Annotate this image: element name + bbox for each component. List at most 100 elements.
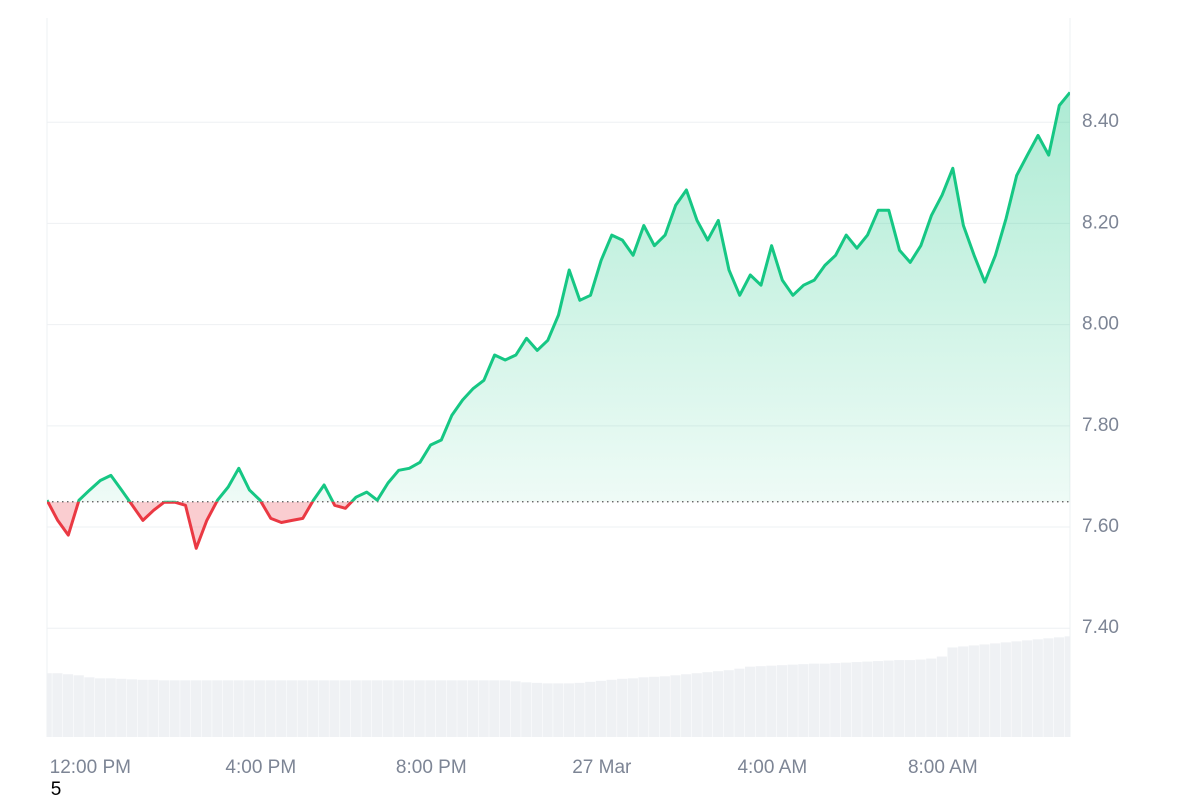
- y-tick-label: 8.40: [1082, 111, 1119, 132]
- volume-bar: [926, 658, 937, 737]
- volume-bar: [425, 680, 436, 737]
- volume-bar: [958, 646, 969, 737]
- volume-bar: [574, 682, 585, 737]
- volume-bar: [62, 674, 74, 737]
- x-tick-label: 27 Mar: [572, 757, 632, 778]
- volume-bar: [244, 680, 255, 737]
- volume-bar: [1022, 640, 1033, 737]
- volume-bar: [414, 680, 425, 737]
- volume-bar: [979, 644, 990, 737]
- volume-bar: [84, 677, 95, 737]
- volume-bar: [435, 680, 447, 737]
- y-tick-label: 7.80: [1082, 415, 1119, 436]
- volume-bar: [286, 680, 297, 737]
- volume-bar: [467, 680, 479, 737]
- x-tick-label: 8:00 PM: [396, 757, 467, 778]
- volume-bar: [510, 681, 521, 737]
- volume-bar: [563, 683, 574, 737]
- volume-bar: [372, 680, 383, 737]
- volume-bar: [840, 662, 852, 737]
- volume-bar: [137, 679, 148, 737]
- volume-bar: [872, 661, 884, 737]
- x-tick-label: 12:00 PM: [50, 757, 131, 778]
- volume-bar: [894, 660, 905, 737]
- volume-bar: [521, 682, 532, 737]
- y-tick-label: 7.60: [1082, 516, 1119, 537]
- volume-bar: [126, 679, 138, 737]
- volume-bar: [851, 662, 862, 737]
- volume-bar: [499, 680, 511, 737]
- y-tick-label: 8.00: [1082, 314, 1119, 335]
- volume-bar: [1011, 641, 1022, 737]
- volume-bar: [457, 680, 468, 737]
- volume-bar: [393, 680, 404, 737]
- note: 5: [51, 779, 62, 800]
- area-up: [47, 92, 1070, 502]
- volume-bar: [212, 680, 223, 737]
- volume-bar: [798, 664, 809, 737]
- volume-bar: [862, 661, 873, 737]
- volume-bar: [670, 675, 681, 737]
- volume-bar: [990, 643, 1001, 737]
- volume-bar: [883, 660, 894, 737]
- volume-bar: [830, 663, 841, 737]
- volume-bar: [787, 664, 798, 737]
- volume-bar: [649, 676, 660, 737]
- volume-bar: [1054, 637, 1065, 737]
- x-tick-label: 4:00 AM: [737, 757, 807, 778]
- volume-bar: [755, 666, 766, 737]
- volume-bar: [340, 680, 351, 737]
- volume-bar: [627, 678, 638, 737]
- volume-bar: [1064, 636, 1070, 737]
- volume-bar: [723, 670, 734, 737]
- volume-bar: [308, 680, 319, 737]
- volume-bar: [158, 680, 170, 737]
- volume-bar: [105, 678, 116, 737]
- volume-bar: [489, 680, 500, 737]
- volume-bar: [1043, 638, 1054, 737]
- volume-bar: [915, 659, 926, 737]
- volume-bar: [659, 676, 670, 737]
- volume-bar: [531, 682, 543, 737]
- price-line-up: [47, 91, 1070, 502]
- volume-bar: [744, 666, 756, 737]
- volume-bar: [766, 665, 777, 737]
- volume-bar: [1000, 642, 1011, 737]
- volume-bar: [116, 678, 127, 737]
- volume-bar: [595, 680, 606, 737]
- volume-bar: [350, 680, 361, 737]
- volume-bar: [936, 656, 947, 737]
- volume-bar: [201, 680, 212, 737]
- volume-bar: [403, 680, 415, 737]
- y-tick-label: 7.40: [1082, 617, 1119, 638]
- volume-bar: [265, 680, 276, 737]
- volume-bar: [47, 673, 52, 737]
- x-tick-label: 8:00 AM: [908, 757, 978, 778]
- volume-bar: [254, 680, 265, 737]
- volume-bar: [446, 680, 457, 737]
- volume-bar: [361, 680, 372, 737]
- x-tick-label: 4:00 PM: [225, 757, 296, 778]
- volume-bar: [169, 680, 180, 737]
- volume-bar: [606, 679, 617, 737]
- volume-bar: [617, 678, 628, 737]
- volume-bar: [681, 674, 692, 737]
- volume-bar: [222, 680, 233, 737]
- volume-bar: [382, 680, 393, 737]
- volume-bar: [819, 663, 830, 737]
- area-down: [47, 501, 1070, 549]
- volume-bar: [329, 680, 340, 737]
- volume-bar: [94, 678, 106, 737]
- volume-bar: [734, 668, 745, 737]
- volume-bar: [585, 681, 596, 737]
- volume-bar: [776, 665, 788, 737]
- volume-bar: [542, 683, 553, 737]
- volume-bar: [702, 672, 713, 737]
- volume-bar: [968, 645, 979, 737]
- volume-bar: [808, 663, 820, 737]
- volume-bar: [318, 680, 329, 737]
- volume-bar: [478, 680, 489, 737]
- volume-bar: [638, 677, 649, 737]
- volume-bar: [276, 680, 287, 737]
